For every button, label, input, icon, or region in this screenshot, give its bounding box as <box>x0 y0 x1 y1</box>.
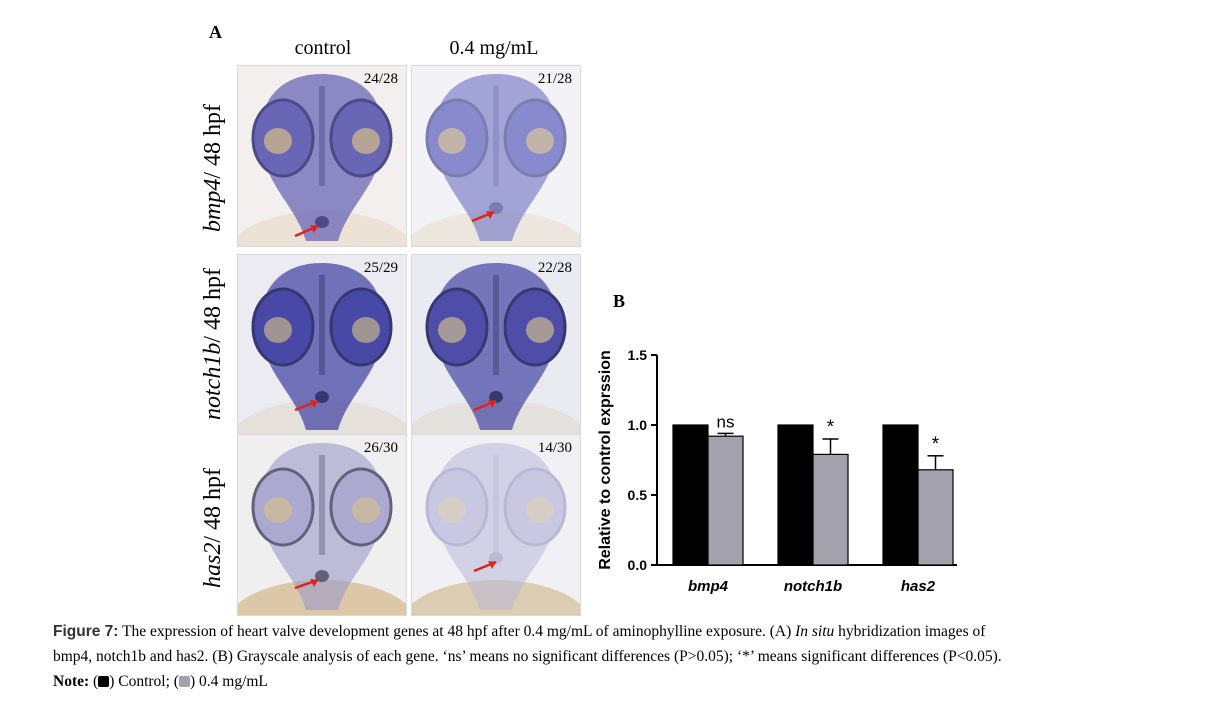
significance-label: * <box>827 417 835 438</box>
caption-line-1: Figure 7: The expression of heart valve … <box>53 623 986 640</box>
significance-label: * <box>932 434 940 455</box>
y-axis-label: Relative to control exprssion <box>597 350 614 570</box>
x-tick-label-has2: has2 <box>901 578 936 595</box>
embryo-count: 22/28 <box>537 260 572 276</box>
panel-b-letter: B <box>613 291 626 311</box>
embryo-image-has2-treated: 14/30 <box>411 434 581 616</box>
row-label-bmp4: bmp4/ 48 hpf <box>200 103 226 232</box>
embryo-count: 25/29 <box>363 260 398 276</box>
embryo-image-notch1b-control: 25/29 <box>237 254 407 436</box>
y-tick-label: 0.0 <box>628 557 648 573</box>
bar-has2-treated <box>917 469 954 566</box>
x-tick-label-notch1b: notch1b <box>784 578 842 595</box>
embryo-count: 21/28 <box>537 71 572 87</box>
embryo-image-bmp4-treated: 21/28 <box>411 65 581 247</box>
embryo-count: 26/30 <box>363 440 398 456</box>
row-label-has2: has2/ 48 hpf <box>200 467 226 588</box>
embryo-image-has2-control: 26/30 <box>237 434 407 616</box>
caption-label: Figure 7: <box>53 623 119 640</box>
bar-bmp4-control <box>672 424 709 566</box>
embryo-image-notch1b-treated: 22/28 <box>411 254 581 436</box>
column-header-control: control <box>294 37 352 59</box>
bar-bmp4-treated <box>707 435 744 566</box>
panel-a-letter: A <box>209 22 222 42</box>
legend-swatch-treatment <box>178 676 190 687</box>
bar-chart: 0.0 0.5 1.0 1.5 Relative to control exprssio… <box>597 347 957 595</box>
row-label-notch1b: notch1b/ 48 hpf <box>200 268 226 420</box>
caption-note: Note: () Control; () 0.4 mg/mL <box>53 673 268 690</box>
y-tick-label: 0.5 <box>628 487 648 503</box>
bar-notch1b-control <box>777 424 814 566</box>
column-header-treatment: 0.4 mg/mL <box>449 37 539 59</box>
legend-swatch-control <box>98 676 110 687</box>
embryo-image-bmp4-control: 24/28 <box>237 65 407 247</box>
caption-line-2: bmp4, notch1b and has2. (B) Grayscale an… <box>53 648 1002 665</box>
bar-has2-control <box>882 424 919 566</box>
embryo-count: 14/30 <box>537 440 572 456</box>
bar-notch1b-treated <box>812 453 849 566</box>
y-tick-label: 1.0 <box>628 417 648 433</box>
significance-label: ns <box>717 412 735 431</box>
x-tick-label-bmp4: bmp4 <box>688 578 729 595</box>
y-tick-label: 1.5 <box>628 347 648 363</box>
embryo-count: 24/28 <box>363 71 398 87</box>
figure-caption: Figure 7: The expression of heart valve … <box>53 619 1221 694</box>
